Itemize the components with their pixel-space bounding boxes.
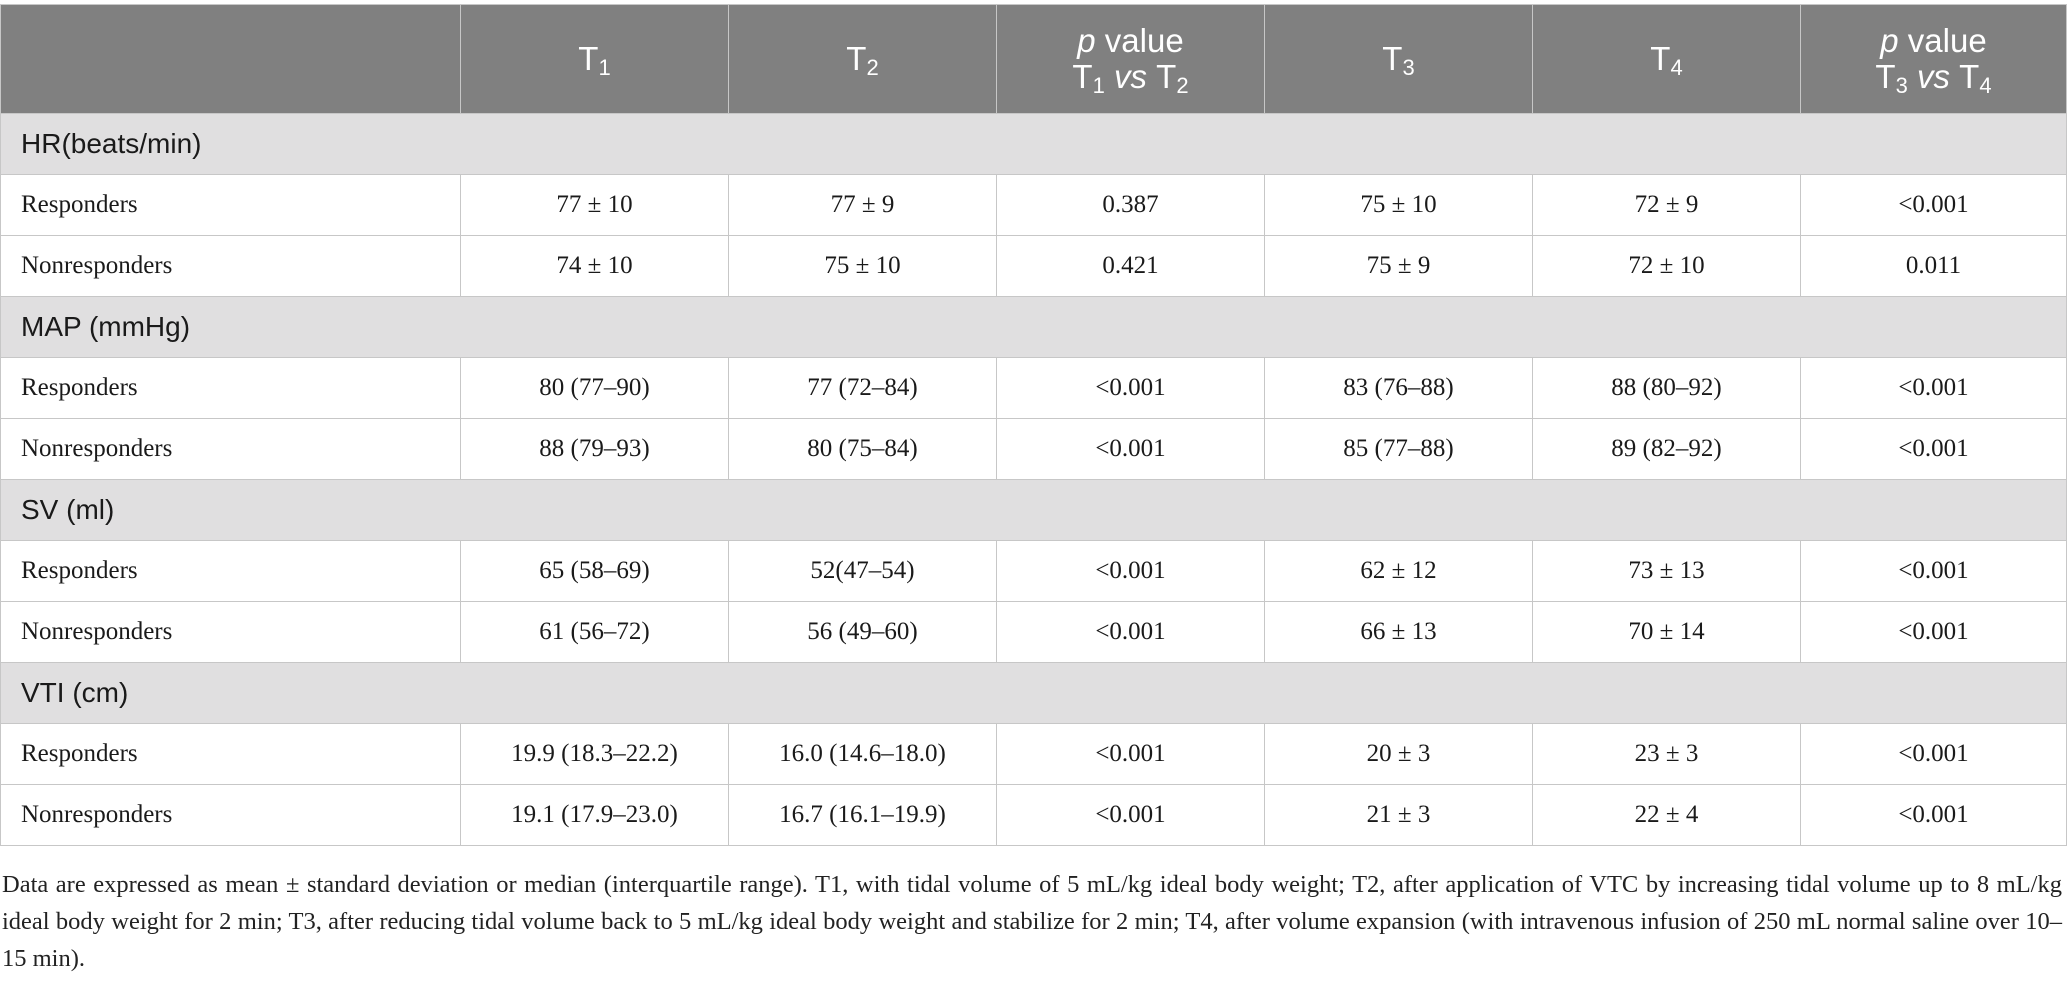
cell-p34: 0.011 [1800, 235, 2067, 297]
cell-t1: 80 (77–90) [460, 357, 729, 419]
table-footnote: Data are expressed as mean ± standard de… [2, 871, 2062, 972]
table-row: Responders 65 (58–69) 52(47–54) <0.001 6… [0, 540, 2067, 602]
group-row-vti: VTI (cm) [0, 662, 2067, 724]
cell-t4: 88 (80–92) [1532, 357, 1801, 419]
group-title: MAP (mmHg) [0, 296, 2067, 358]
cell-t1: 65 (58–69) [460, 540, 729, 602]
table-row: Nonresponders 88 (79–93) 80 (75–84) <0.0… [0, 418, 2067, 480]
cell-t2: 80 (75–84) [728, 418, 997, 480]
cell-t2: 52(47–54) [728, 540, 997, 602]
cell-p34: <0.001 [1800, 723, 2067, 785]
cell-p34: <0.001 [1800, 540, 2067, 602]
cell-t1: 19.1 (17.9–23.0) [460, 784, 729, 846]
row-label: Nonresponders [0, 418, 461, 480]
cell-p12: <0.001 [996, 784, 1265, 846]
cell-t1: 74 ± 10 [460, 235, 729, 297]
cell-p34: <0.001 [1800, 418, 2067, 480]
cell-t3: 66 ± 13 [1264, 601, 1533, 663]
cell-p12: <0.001 [996, 418, 1265, 480]
cell-t2: 77 ± 9 [728, 174, 997, 236]
cell-t4: 89 (82–92) [1532, 418, 1801, 480]
cell-p34: <0.001 [1800, 784, 2067, 846]
cell-t2: 16.0 (14.6–18.0) [728, 723, 997, 785]
cell-t4: 72 ± 10 [1532, 235, 1801, 297]
row-label: Nonresponders [0, 235, 461, 297]
row-label: Nonresponders [0, 601, 461, 663]
group-row-map: MAP (mmHg) [0, 296, 2067, 358]
cell-t4: 70 ± 14 [1532, 601, 1801, 663]
table-row: Nonresponders 19.1 (17.9–23.0) 16.7 (16.… [0, 784, 2067, 846]
cell-t4: 22 ± 4 [1532, 784, 1801, 846]
header-p-value-t3-vs-t4: p value T3 vs T4 [1800, 4, 2067, 114]
row-label: Nonresponders [0, 784, 461, 846]
header-t3: T3 [1264, 4, 1533, 114]
group-title: SV (ml) [0, 479, 2067, 541]
row-label: Responders [0, 174, 461, 236]
cell-t1: 61 (56–72) [460, 601, 729, 663]
data-table: T1 T2 p value T1 vs T2 T3 T4 p value T3 … [0, 4, 2067, 846]
group-row-hr: HR(beats/min) [0, 113, 2067, 175]
table-row: Responders 77 ± 10 77 ± 9 0.387 75 ± 10 … [0, 174, 2067, 236]
cell-t2: 16.7 (16.1–19.9) [728, 784, 997, 846]
cell-t4: 73 ± 13 [1532, 540, 1801, 602]
row-label: Responders [0, 540, 461, 602]
cell-p34: <0.001 [1800, 174, 2067, 236]
cell-t3: 85 (77–88) [1264, 418, 1533, 480]
header-p-value-t1-vs-t2: p value T1 vs T2 [996, 4, 1265, 114]
table-row: Responders 19.9 (18.3–22.2) 16.0 (14.6–1… [0, 723, 2067, 785]
cell-t2: 75 ± 10 [728, 235, 997, 297]
cell-p34: <0.001 [1800, 357, 2067, 419]
header-t2: T2 [728, 4, 997, 114]
cell-t1: 77 ± 10 [460, 174, 729, 236]
cell-p12: 0.387 [996, 174, 1265, 236]
header-t4: T4 [1532, 4, 1801, 114]
header-row: T1 T2 p value T1 vs T2 T3 T4 p value T3 … [0, 4, 2067, 114]
cell-t4: 23 ± 3 [1532, 723, 1801, 785]
cell-t3: 21 ± 3 [1264, 784, 1533, 846]
cell-t1: 88 (79–93) [460, 418, 729, 480]
cell-p12: <0.001 [996, 601, 1265, 663]
group-title: HR(beats/min) [0, 113, 2067, 175]
table-container: T1 T2 p value T1 vs T2 T3 T4 p value T3 … [0, 4, 2067, 846]
group-title: VTI (cm) [0, 662, 2067, 724]
cell-p12: <0.001 [996, 723, 1265, 785]
cell-p12: <0.001 [996, 357, 1265, 419]
table-row: Nonresponders 74 ± 10 75 ± 10 0.421 75 ±… [0, 235, 2067, 297]
header-blank [0, 4, 461, 114]
cell-t3: 62 ± 12 [1264, 540, 1533, 602]
cell-t3: 75 ± 10 [1264, 174, 1533, 236]
cell-t3: 20 ± 3 [1264, 723, 1533, 785]
cell-t4: 72 ± 9 [1532, 174, 1801, 236]
cell-p12: <0.001 [996, 540, 1265, 602]
cell-t2: 77 (72–84) [728, 357, 997, 419]
cell-p12: 0.421 [996, 235, 1265, 297]
cell-t3: 75 ± 9 [1264, 235, 1533, 297]
row-label: Responders [0, 723, 461, 785]
table-row: Nonresponders 61 (56–72) 56 (49–60) <0.0… [0, 601, 2067, 663]
cell-t1: 19.9 (18.3–22.2) [460, 723, 729, 785]
row-label: Responders [0, 357, 461, 419]
header-t1: T1 [460, 4, 729, 114]
cell-p34: <0.001 [1800, 601, 2067, 663]
table-row: Responders 80 (77–90) 77 (72–84) <0.001 … [0, 357, 2067, 419]
group-row-sv: SV (ml) [0, 479, 2067, 541]
cell-t3: 83 (76–88) [1264, 357, 1533, 419]
cell-t2: 56 (49–60) [728, 601, 997, 663]
